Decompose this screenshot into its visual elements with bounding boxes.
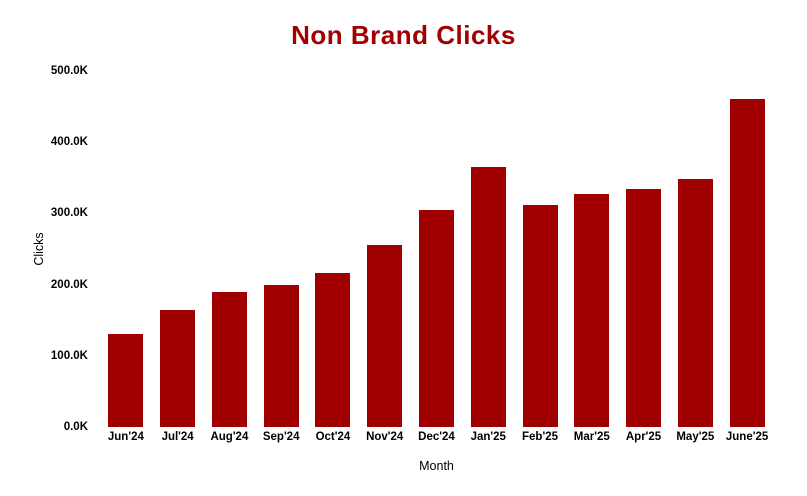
bar-band-jan25: [462, 71, 514, 427]
chart-title: Non Brand Clicks: [291, 20, 516, 50]
x-tick-june25: June'25: [725, 431, 769, 443]
x-tick-mar25: Mar'25: [573, 431, 610, 443]
x-tick-jun24: Jun'24: [107, 431, 144, 443]
x-tick-sep24: Sep'24: [262, 431, 300, 443]
bar-oct24: [315, 273, 351, 427]
x-tick-nov24: Nov'24: [366, 431, 404, 443]
bar-series: [100, 71, 773, 427]
bar-band-feb25: [514, 71, 566, 427]
bar-dec24: [418, 209, 454, 427]
y-axis-tick-labels: 0.0K 100.0K 200.0K 300.0K 400.0K 500.0K: [20, 0, 88, 496]
bar-band-jul24: [152, 71, 204, 427]
bar-sep24: [263, 285, 299, 427]
bar-band-june25: [721, 71, 773, 427]
bar-band-jun24: [100, 71, 152, 427]
y-tick-2000k: 200.0K: [50, 278, 88, 291]
bar-aug24: [211, 292, 247, 427]
bar-jul24: [160, 309, 196, 427]
bar-jan25: [470, 167, 506, 427]
bar-band-dec24: [411, 71, 463, 427]
bar-may25: [677, 179, 713, 427]
y-tick-3000k: 300.0K: [50, 207, 88, 220]
x-tick-feb25: Feb'25: [522, 431, 558, 443]
bar-band-aug24: [204, 71, 256, 427]
bar-apr25: [626, 188, 662, 427]
bar-mar25: [574, 194, 610, 427]
x-tick-may25: May'25: [676, 431, 715, 443]
x-tick-aug24: Aug'24: [210, 431, 249, 443]
bar-jun24: [108, 333, 144, 427]
bar-june25: [729, 98, 765, 427]
y-tick-1000k: 100.0K: [50, 349, 88, 362]
x-tick-apr25: Apr'25: [625, 431, 662, 443]
x-axis-tick-labels: Jun'24 Jul'24 Aug'24 Sep'24 Oct'24 Nov'24 Dec'…: [100, 431, 773, 443]
bar-band-sep24: [255, 71, 307, 427]
x-axis-title: Month: [419, 459, 454, 473]
x-tick-oct24: Oct'24: [315, 431, 351, 443]
y-tick-00k: 0.0K: [63, 421, 88, 433]
y-tick-4000k: 400.0K: [50, 136, 88, 149]
bar-feb25: [522, 204, 558, 427]
x-tick-dec24: Dec'24: [418, 431, 455, 443]
bar-band-apr25: [618, 71, 670, 427]
x-tick-jan25: Jan'25: [470, 431, 506, 443]
bar-band-nov24: [359, 71, 411, 427]
bar-band-may25: [669, 71, 721, 427]
bar-band-oct24: [307, 71, 359, 427]
y-tick-5000k: 500.0K: [50, 65, 88, 77]
bar-nov24: [367, 244, 403, 427]
x-tick-jul24: Jul'24: [161, 431, 194, 443]
bar-band-mar25: [566, 71, 618, 427]
